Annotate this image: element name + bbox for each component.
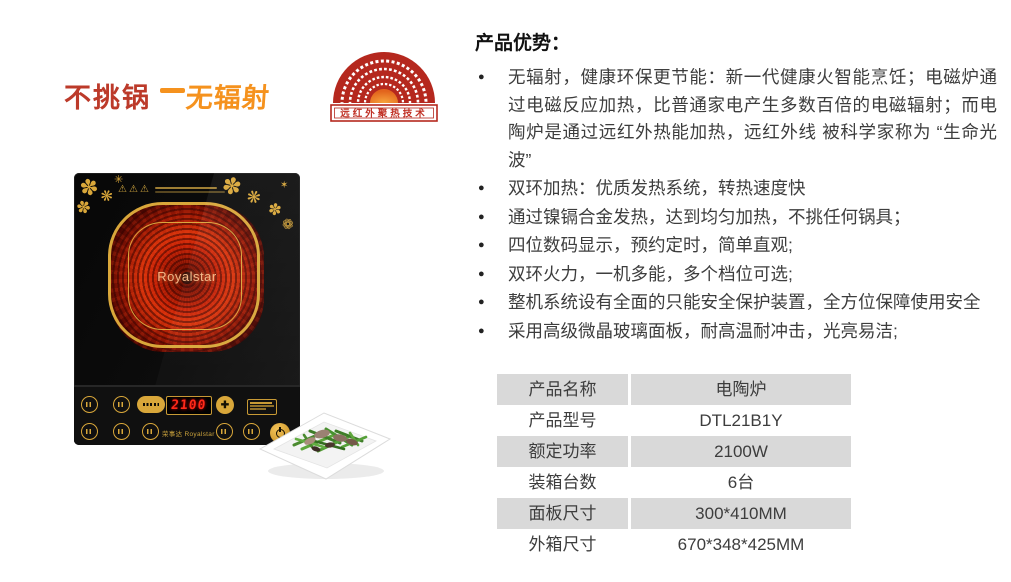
power-icon: [275, 426, 285, 438]
food-plate-photo: [252, 407, 395, 488]
warning-triangle-icon: ⚠: [128, 184, 138, 195]
spec-value: 6台: [727, 473, 755, 492]
spec-value: DTL21B1Y: [699, 411, 783, 430]
certification-label: [247, 399, 277, 415]
spec-table: 产品名称 电陶炉 产品型号 DTL21B1Y 额定功率 2100W 装箱台数 6…: [497, 374, 851, 560]
spec-label: 装箱台数: [528, 473, 597, 492]
marketing-claim: 不挑锅 无辐射: [64, 76, 271, 115]
inner-gold-ring: [128, 222, 242, 330]
warning-strip: ⚠ ⚠ ⚠: [118, 185, 225, 195]
warning-triangle-icon: ⚠: [118, 184, 127, 195]
hotpot-button: [243, 423, 260, 440]
spec-label: 面板尺寸: [497, 498, 628, 529]
spec-value: 电陶炉: [631, 374, 851, 405]
outer-gold-ring: [108, 202, 260, 348]
timer-button: [216, 423, 233, 440]
advantage-item: 双环火力，一机多能，多个档位可选;: [475, 261, 997, 289]
advantage-item: 无辐射，健康环保更节能：新一代健康火智能烹饪；电磁炉通过电磁反应加热，比普通家电…: [475, 64, 997, 174]
sunburst-dome-icon: 远红外聚热技术: [330, 52, 438, 122]
spec-label: 产品名称: [497, 374, 628, 405]
function-button-4: [113, 423, 130, 440]
power-decrease-button: [137, 396, 165, 413]
warning-triangle-icon: ⚠: [139, 184, 149, 195]
flower-icon: ❋: [97, 186, 116, 207]
panel-brand-text: 荣事达 Royalstar: [162, 431, 215, 438]
function-button-5: [142, 423, 159, 440]
warning-fine-print: [154, 187, 225, 193]
spec-table-row: 产品型号 DTL21B1Y: [497, 405, 851, 436]
plate-illustration: [258, 412, 392, 480]
spec-value: 300*410MM: [631, 498, 851, 529]
power-display: 2100: [166, 396, 212, 415]
advantages-list: 无辐射，健康环保更节能：新一代健康火智能烹饪；电磁炉通过电磁反应加热，比普通家电…: [475, 64, 997, 345]
cooker-glass-top: ✽ ❋ ✽ ✳ ✽ ❋ ✽ ✳ ✶ ❁ ⚠ ⚠ ⚠ Royalstar: [74, 173, 300, 385]
advantages-title: 产品优势：: [475, 33, 571, 54]
claim-no-radiation: 无辐射: [184, 83, 271, 113]
advantage-item: 双环加热：优质发热系统，转热速度快: [475, 175, 997, 203]
badge-label: 远红外聚热技术: [340, 108, 428, 120]
spec-table-row: 产品名称 电陶炉: [497, 374, 851, 405]
spec-label: 额定功率: [497, 436, 628, 467]
spec-value: 670*348*425MM: [677, 535, 805, 554]
advantage-item: 采用高级微晶玻璃面板，耐高温耐冲击，光亮易洁;: [475, 318, 997, 346]
product-photo-induction-cooker: ✽ ❋ ✽ ✳ ✽ ❋ ✽ ✳ ✶ ❁ ⚠ ⚠ ⚠ Royalstar: [74, 173, 300, 445]
advantage-item: 四位数码显示，预约定时，简单直观;: [475, 232, 997, 260]
function-button-3: [81, 423, 98, 440]
spec-table-row: 面板尺寸 300*410MM: [497, 498, 851, 529]
far-infrared-badge: 远红外聚热技术: [327, 40, 441, 127]
advantages-section: 产品优势： 无辐射，健康环保更节能：新一代健康火智能烹饪；电磁炉通过电磁反应加热…: [475, 31, 997, 346]
spec-label: 产品型号: [528, 411, 597, 430]
spec-label: 外箱尺寸: [528, 535, 597, 554]
function-button-2: [113, 396, 130, 413]
power-display-value: 2100: [170, 398, 208, 413]
claim-dash-decoration: [160, 88, 185, 93]
spec-table-row: 装箱台数 6台: [497, 467, 851, 498]
power-increase-button: ✚: [216, 396, 234, 414]
spec-table-row: 额定功率 2100W: [497, 436, 851, 467]
control-panel: 2100 ✚ 荣事达 Royalstar: [74, 385, 300, 445]
flower-icon: ✳: [114, 174, 124, 186]
advantage-item: 整机系统设有全面的只能安全保护装置，全方位保障使用安全: [475, 289, 997, 317]
claim-no-pot-limit: 不挑锅: [64, 83, 151, 113]
flower-icon: ✶: [280, 181, 288, 191]
spec-value: 2100W: [631, 436, 851, 467]
advantage-item: 通过镍镉合金发热，达到均匀加热，不挑任何锅具；: [475, 204, 997, 232]
brand-logo-text: Royalstar: [74, 269, 300, 284]
spec-table-row: 外箱尺寸 670*348*425MM: [497, 529, 851, 560]
function-button-1: [81, 396, 98, 413]
